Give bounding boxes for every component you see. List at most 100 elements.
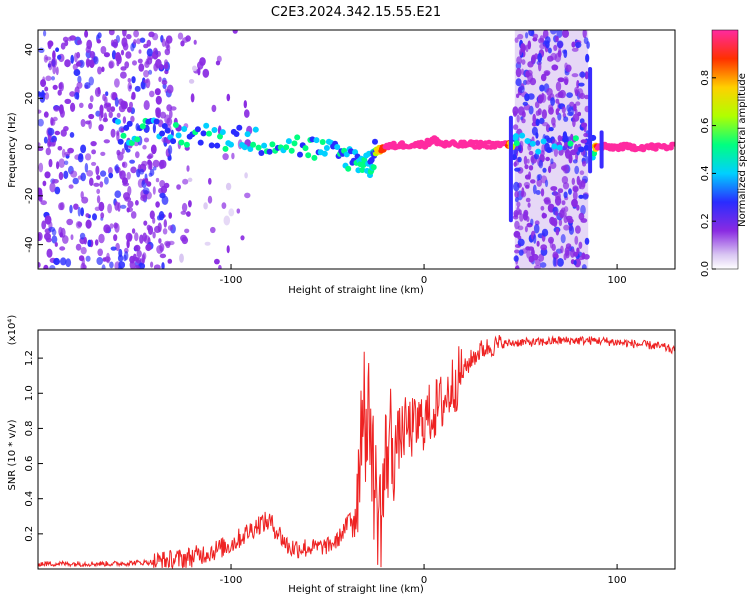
noise-blob	[555, 35, 559, 43]
noise-blob	[46, 248, 53, 258]
noise-blob	[134, 264, 141, 269]
noise-blob	[553, 190, 557, 196]
noise-blob	[167, 258, 173, 264]
noise-blob	[80, 172, 86, 182]
ridge-point	[115, 118, 121, 125]
noise-blob	[580, 204, 586, 215]
noise-blob	[102, 93, 106, 102]
noise-blob	[563, 49, 568, 58]
noise-blob	[167, 225, 173, 231]
ridge-point	[222, 145, 229, 152]
snr-panel: -100 0 100 0.2 0.4 0.6 0.8 1.0 1.2 Height of str…	[7, 315, 676, 595]
noise-blob	[546, 88, 553, 96]
noise-blob	[517, 33, 524, 40]
noise-blob	[185, 35, 191, 42]
noise-blob	[77, 206, 81, 217]
noise-blob	[125, 51, 132, 59]
noise-blob	[89, 95, 94, 103]
noise-blob	[550, 97, 555, 106]
noise-blob	[535, 118, 540, 126]
noise-blob	[132, 60, 137, 66]
noise-blob	[226, 245, 230, 254]
noise-blob	[142, 144, 147, 150]
snr-marks	[38, 335, 675, 569]
ridge-point	[247, 146, 254, 152]
noise-blob	[531, 248, 535, 257]
noise-blob	[96, 175, 101, 180]
noise-blob	[38, 47, 45, 53]
noise-blob	[155, 95, 162, 105]
noise-blob	[561, 106, 566, 114]
noise-blob	[96, 188, 101, 194]
noise-blob	[94, 87, 101, 97]
noise-blob	[523, 181, 531, 188]
noise-blob	[126, 120, 133, 127]
noise-blob	[43, 30, 47, 37]
noise-blob	[52, 84, 58, 90]
figure-title: C2E3.2024.342.15.55.E21	[271, 5, 441, 20]
noise-blob	[113, 234, 118, 242]
noise-blob	[110, 106, 116, 112]
ridge-point	[120, 132, 127, 139]
noise-blob	[557, 50, 562, 58]
noise-blob	[118, 265, 123, 269]
noise-blob	[544, 179, 549, 188]
noise-blob	[158, 238, 162, 244]
noise-blob	[158, 159, 165, 170]
noise-blob	[139, 37, 146, 43]
noise-blob	[540, 73, 547, 82]
noise-blob	[59, 246, 66, 251]
noise-blob	[138, 49, 142, 54]
noise-blob	[244, 192, 251, 199]
noise-blob	[70, 102, 76, 113]
noise-blob	[515, 78, 522, 87]
noise-blob	[582, 193, 589, 200]
noise-blob	[45, 56, 52, 61]
noise-blob	[532, 184, 537, 195]
noise-blob	[152, 32, 159, 41]
noise-blob	[193, 39, 197, 45]
noise-blob	[104, 176, 109, 185]
noise-blob	[524, 93, 530, 102]
noise-blob	[70, 234, 74, 241]
noise-blob	[134, 232, 139, 242]
noise-blob	[539, 43, 546, 50]
noise-blob	[566, 92, 573, 98]
y-tick-label: -20	[24, 188, 35, 204]
noise-blob	[550, 158, 554, 165]
noise-blob	[41, 220, 47, 230]
noise-blob	[204, 241, 211, 246]
noise-blob	[516, 206, 520, 216]
noise-blob	[583, 253, 590, 260]
noise-blob	[73, 203, 79, 210]
noise-blob	[162, 228, 168, 235]
noise-blob	[114, 78, 120, 88]
y-tick-label: 0.8	[24, 420, 35, 436]
noise-blob	[117, 151, 124, 161]
noise-blob	[539, 84, 545, 92]
noise-blob	[169, 109, 173, 119]
colorbar-tick-label: 0.8	[700, 70, 711, 86]
x-tick-label: 0	[421, 575, 427, 586]
noise-blob	[523, 209, 529, 217]
noise-blob	[45, 147, 51, 156]
noise-blob	[144, 235, 150, 244]
noise-blob	[521, 187, 525, 197]
noise-blob	[571, 198, 578, 208]
noise-blob	[525, 32, 529, 39]
ridge-point	[200, 130, 207, 137]
snr-xlabel: Height of straight line (km)	[288, 584, 424, 595]
ridge-point	[302, 145, 309, 152]
noise-blob	[116, 112, 121, 118]
noise-blob	[576, 204, 580, 211]
noise-blob	[557, 188, 564, 194]
noise-blob	[559, 209, 565, 219]
noise-blob	[127, 200, 134, 208]
noise-blob	[58, 202, 64, 211]
colorbar-axes: 0.0 0.2 0.4 0.6 0.8	[700, 70, 716, 277]
noise-blob	[131, 228, 136, 234]
noise-blob	[85, 255, 91, 262]
noise-blob	[186, 165, 190, 172]
ridge-point	[170, 138, 177, 145]
